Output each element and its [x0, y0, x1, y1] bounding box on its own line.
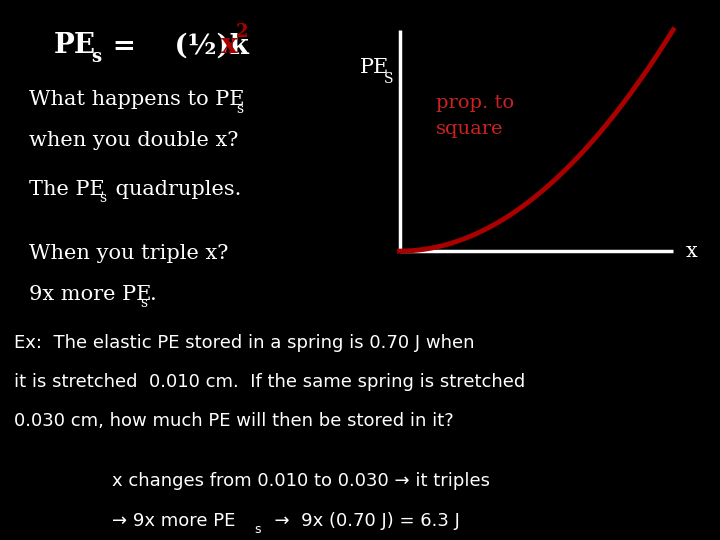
- Text: → 9x more PE: → 9x more PE: [112, 512, 235, 530]
- Text: When you triple x?: When you triple x?: [29, 244, 228, 264]
- Text: s: s: [236, 102, 243, 116]
- Text: 0.030 cm, how much PE will then be stored in it?: 0.030 cm, how much PE will then be store…: [14, 411, 454, 430]
- Text: prop. to
square: prop. to square: [436, 94, 514, 138]
- Text: What happens to PE: What happens to PE: [29, 90, 244, 110]
- Text: S: S: [384, 72, 393, 86]
- Text: 2: 2: [236, 23, 248, 42]
- Text: x changes from 0.010 to 0.030 → it triples: x changes from 0.010 to 0.030 → it tripl…: [112, 471, 490, 490]
- Text: quadruples.: quadruples.: [109, 179, 242, 199]
- Text: PE: PE: [360, 58, 390, 77]
- Text: PE: PE: [54, 32, 96, 59]
- Text: s: s: [254, 523, 261, 536]
- Text: x: x: [221, 32, 238, 59]
- Text: when you double x?: when you double x?: [29, 131, 238, 150]
- Text: s: s: [140, 296, 148, 310]
- Text: s: s: [99, 191, 107, 205]
- Text: x: x: [685, 241, 697, 261]
- Text: →  9x (0.70 J) = 6.3 J: → 9x (0.70 J) = 6.3 J: [263, 512, 459, 530]
- Text: The PE: The PE: [29, 179, 104, 199]
- Text: =    (½)k: = (½)k: [103, 32, 248, 59]
- Text: s: s: [91, 48, 102, 66]
- Text: Ex:  The elastic PE stored in a spring is 0.70 J when: Ex: The elastic PE stored in a spring is…: [14, 334, 475, 352]
- Text: 9x more PE: 9x more PE: [29, 285, 151, 304]
- Text: .: .: [150, 285, 156, 304]
- Text: it is stretched  0.010 cm.  If the same spring is stretched: it is stretched 0.010 cm. If the same sp…: [14, 373, 526, 391]
